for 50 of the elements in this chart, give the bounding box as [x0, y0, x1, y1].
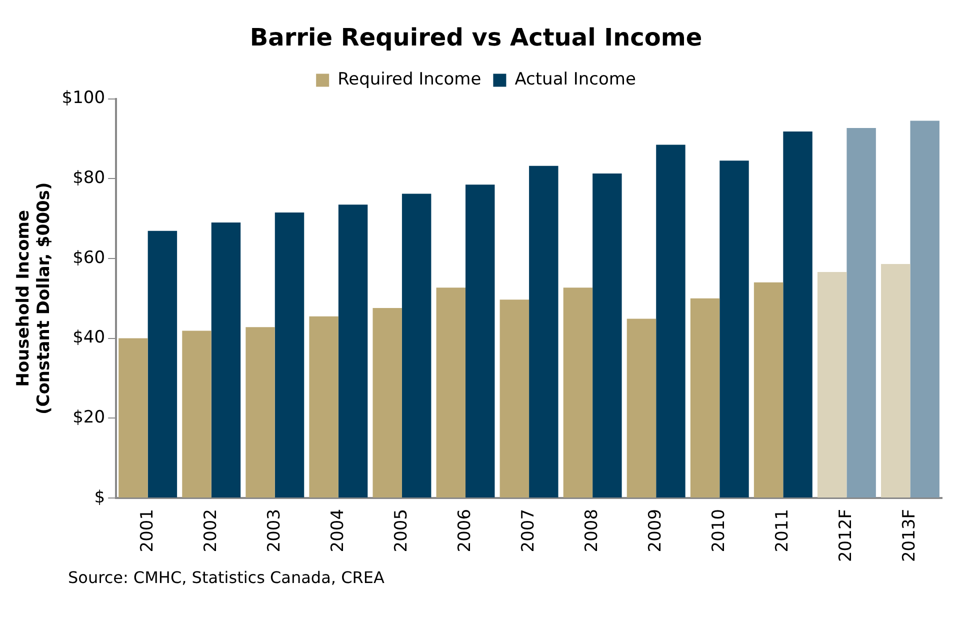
x-tick-label: 2008	[582, 508, 602, 552]
legend-label: Actual Income	[514, 70, 636, 90]
x-tick-label: 2004	[328, 508, 348, 552]
bar	[783, 132, 812, 498]
bar	[338, 204, 368, 498]
chart-title: Barrie Required vs Actual Income	[250, 24, 702, 52]
x-tick-label: 2011	[772, 508, 793, 552]
y-tick-label: $	[94, 487, 106, 508]
y-tick-label: $20	[72, 408, 106, 428]
bar	[436, 288, 466, 498]
bar	[466, 184, 495, 498]
bar	[529, 166, 558, 498]
bar	[182, 330, 212, 498]
bar	[690, 298, 720, 498]
source-note: Source: CMHC, Statistics Canada, CREA	[68, 568, 384, 587]
x-tick-label: 2006	[454, 508, 475, 552]
bar	[211, 222, 241, 498]
bar	[846, 128, 876, 498]
bar	[118, 338, 148, 498]
bar	[563, 288, 593, 498]
x-tick-label: 2007	[518, 508, 538, 552]
bar	[754, 282, 784, 498]
x-tick-label: 2012F	[836, 508, 856, 562]
bar	[881, 264, 910, 498]
bar	[817, 272, 847, 498]
x-tick-label: 2009	[646, 508, 666, 552]
y-axis-title: Household Income (Constant Dollar, $000s)	[14, 182, 54, 415]
bar	[246, 327, 275, 498]
bar	[592, 173, 622, 498]
bar	[402, 194, 432, 498]
bar	[626, 318, 656, 498]
y-tick-label: $60	[72, 248, 106, 268]
bar	[309, 316, 338, 498]
x-tick-label: 2005	[391, 508, 412, 552]
x-tick-label: 2013F	[900, 508, 920, 562]
x-tick-label: 2010	[709, 508, 730, 552]
y-tick-label: $40	[72, 328, 106, 348]
bar	[148, 230, 178, 498]
bar	[910, 120, 940, 498]
x-tick-label: 2002	[200, 508, 221, 552]
x-tick-label: 2001	[137, 508, 158, 552]
x-tick-label: 2003	[264, 508, 284, 552]
bar	[274, 212, 304, 498]
bar	[720, 160, 749, 498]
y-tick-label: $100	[62, 88, 106, 108]
legend-label: Required Income	[338, 70, 482, 90]
y-tick-label: $80	[72, 168, 106, 188]
bar	[656, 144, 686, 498]
bar	[500, 300, 530, 498]
bar	[372, 308, 402, 498]
